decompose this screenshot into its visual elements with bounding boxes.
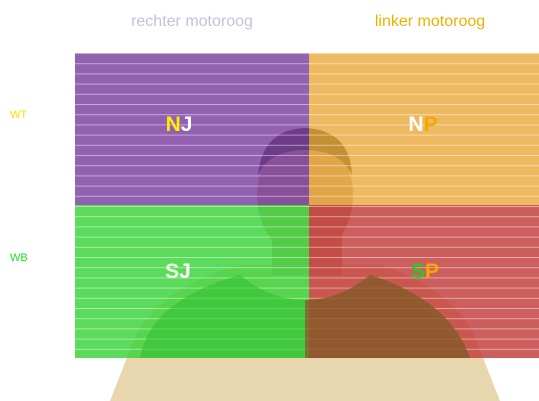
header: linker motoroog	[375, 13, 485, 30]
row-label: WT	[10, 109, 27, 121]
letter: N	[408, 113, 423, 136]
letter: J	[179, 260, 191, 283]
letter: P	[424, 113, 438, 136]
quadrant-label: NP	[408, 113, 437, 136]
quadrant-label: SP	[411, 260, 439, 283]
quadrant-label: NJ	[166, 113, 193, 136]
letter: J	[181, 113, 193, 136]
letter: S	[411, 260, 425, 283]
letter: P	[425, 260, 439, 283]
row-label: WB	[10, 252, 28, 264]
header: rechter motoroog	[131, 13, 253, 30]
body: {"headers": {"right_eye": "rechter motor…	[0, 0, 539, 401]
letter: N	[166, 113, 181, 136]
diagram: rechter motoroog linker motoroog WT WB N…	[0, 0, 539, 401]
page: html, body { margin: 0; padding: 0; back…	[0, 0, 539, 401]
quadrant-label: SJ	[165, 260, 191, 283]
letter: S	[165, 260, 179, 283]
